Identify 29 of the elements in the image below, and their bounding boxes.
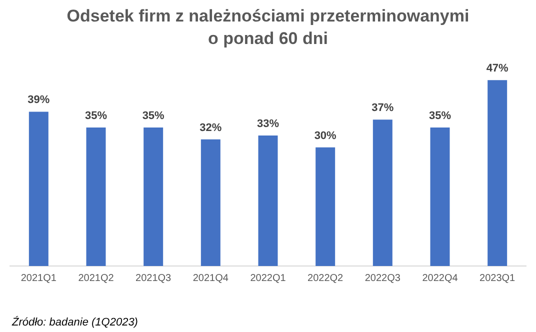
data-label: 47% [486,62,509,75]
x-tick-label: 2021Q3 [136,272,172,284]
data-label: 37% [372,102,394,114]
bar [28,112,48,266]
bar [316,147,336,266]
data-label: 30% [314,130,337,142]
bar [144,128,164,266]
bar [372,120,392,266]
data-label: 35% [84,110,108,122]
x-tick-label: 2022Q1 [250,272,286,284]
bar [200,139,220,266]
data-label: 35% [142,110,165,122]
x-tick-label: 2022Q4 [422,272,458,284]
x-tick-label: 2021Q1 [20,272,57,284]
x-tick-label: 2022Q2 [308,272,344,284]
x-tick-label: 2021Q2 [78,272,114,284]
data-label: 33% [256,118,280,130]
x-tick-label: 2021Q4 [192,272,229,284]
chart-title: Odsetek firm z należnościami przeterminowanymi o ponad 60 dni [66,6,470,48]
x-tick-label: 2022Q3 [364,272,401,284]
data-label: 32% [200,122,222,134]
data-label: 39% [28,94,50,106]
data-label: 35% [428,110,452,122]
x-tick-label: 2023Q1 [480,272,516,284]
text: Źródło: badanie (1Q2023) [11,316,138,329]
bar [488,80,508,266]
bar [86,128,106,266]
bar [430,128,450,266]
bar [258,135,278,266]
